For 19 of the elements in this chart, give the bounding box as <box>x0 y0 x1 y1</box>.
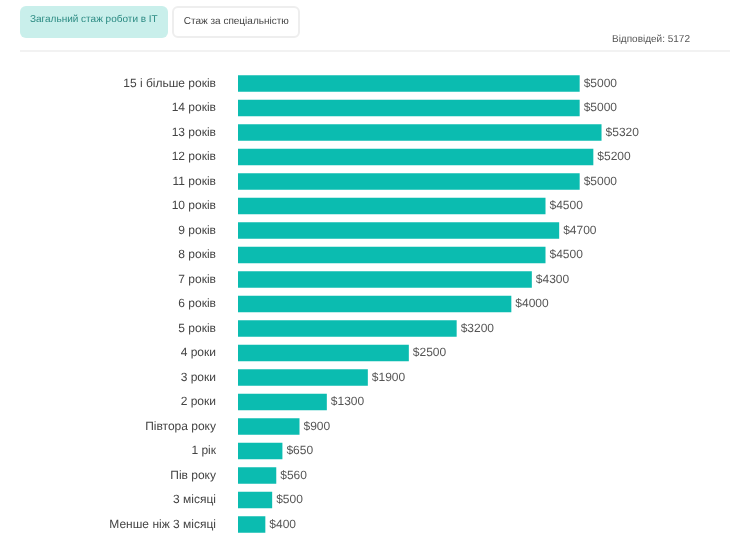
bar <box>238 246 546 264</box>
bar <box>238 320 457 337</box>
bar <box>238 467 277 484</box>
bar <box>238 99 580 117</box>
bar <box>238 148 594 166</box>
bar <box>238 516 266 533</box>
bar <box>238 344 409 362</box>
bar <box>238 173 580 190</box>
bar <box>238 197 546 215</box>
bar <box>238 442 283 460</box>
bar <box>238 124 602 141</box>
bar <box>238 295 512 313</box>
bar <box>238 222 560 239</box>
bar <box>238 393 327 411</box>
bar <box>238 369 368 386</box>
bar <box>238 271 532 288</box>
bar <box>238 75 580 92</box>
bar <box>238 418 300 435</box>
bar <box>238 491 273 509</box>
